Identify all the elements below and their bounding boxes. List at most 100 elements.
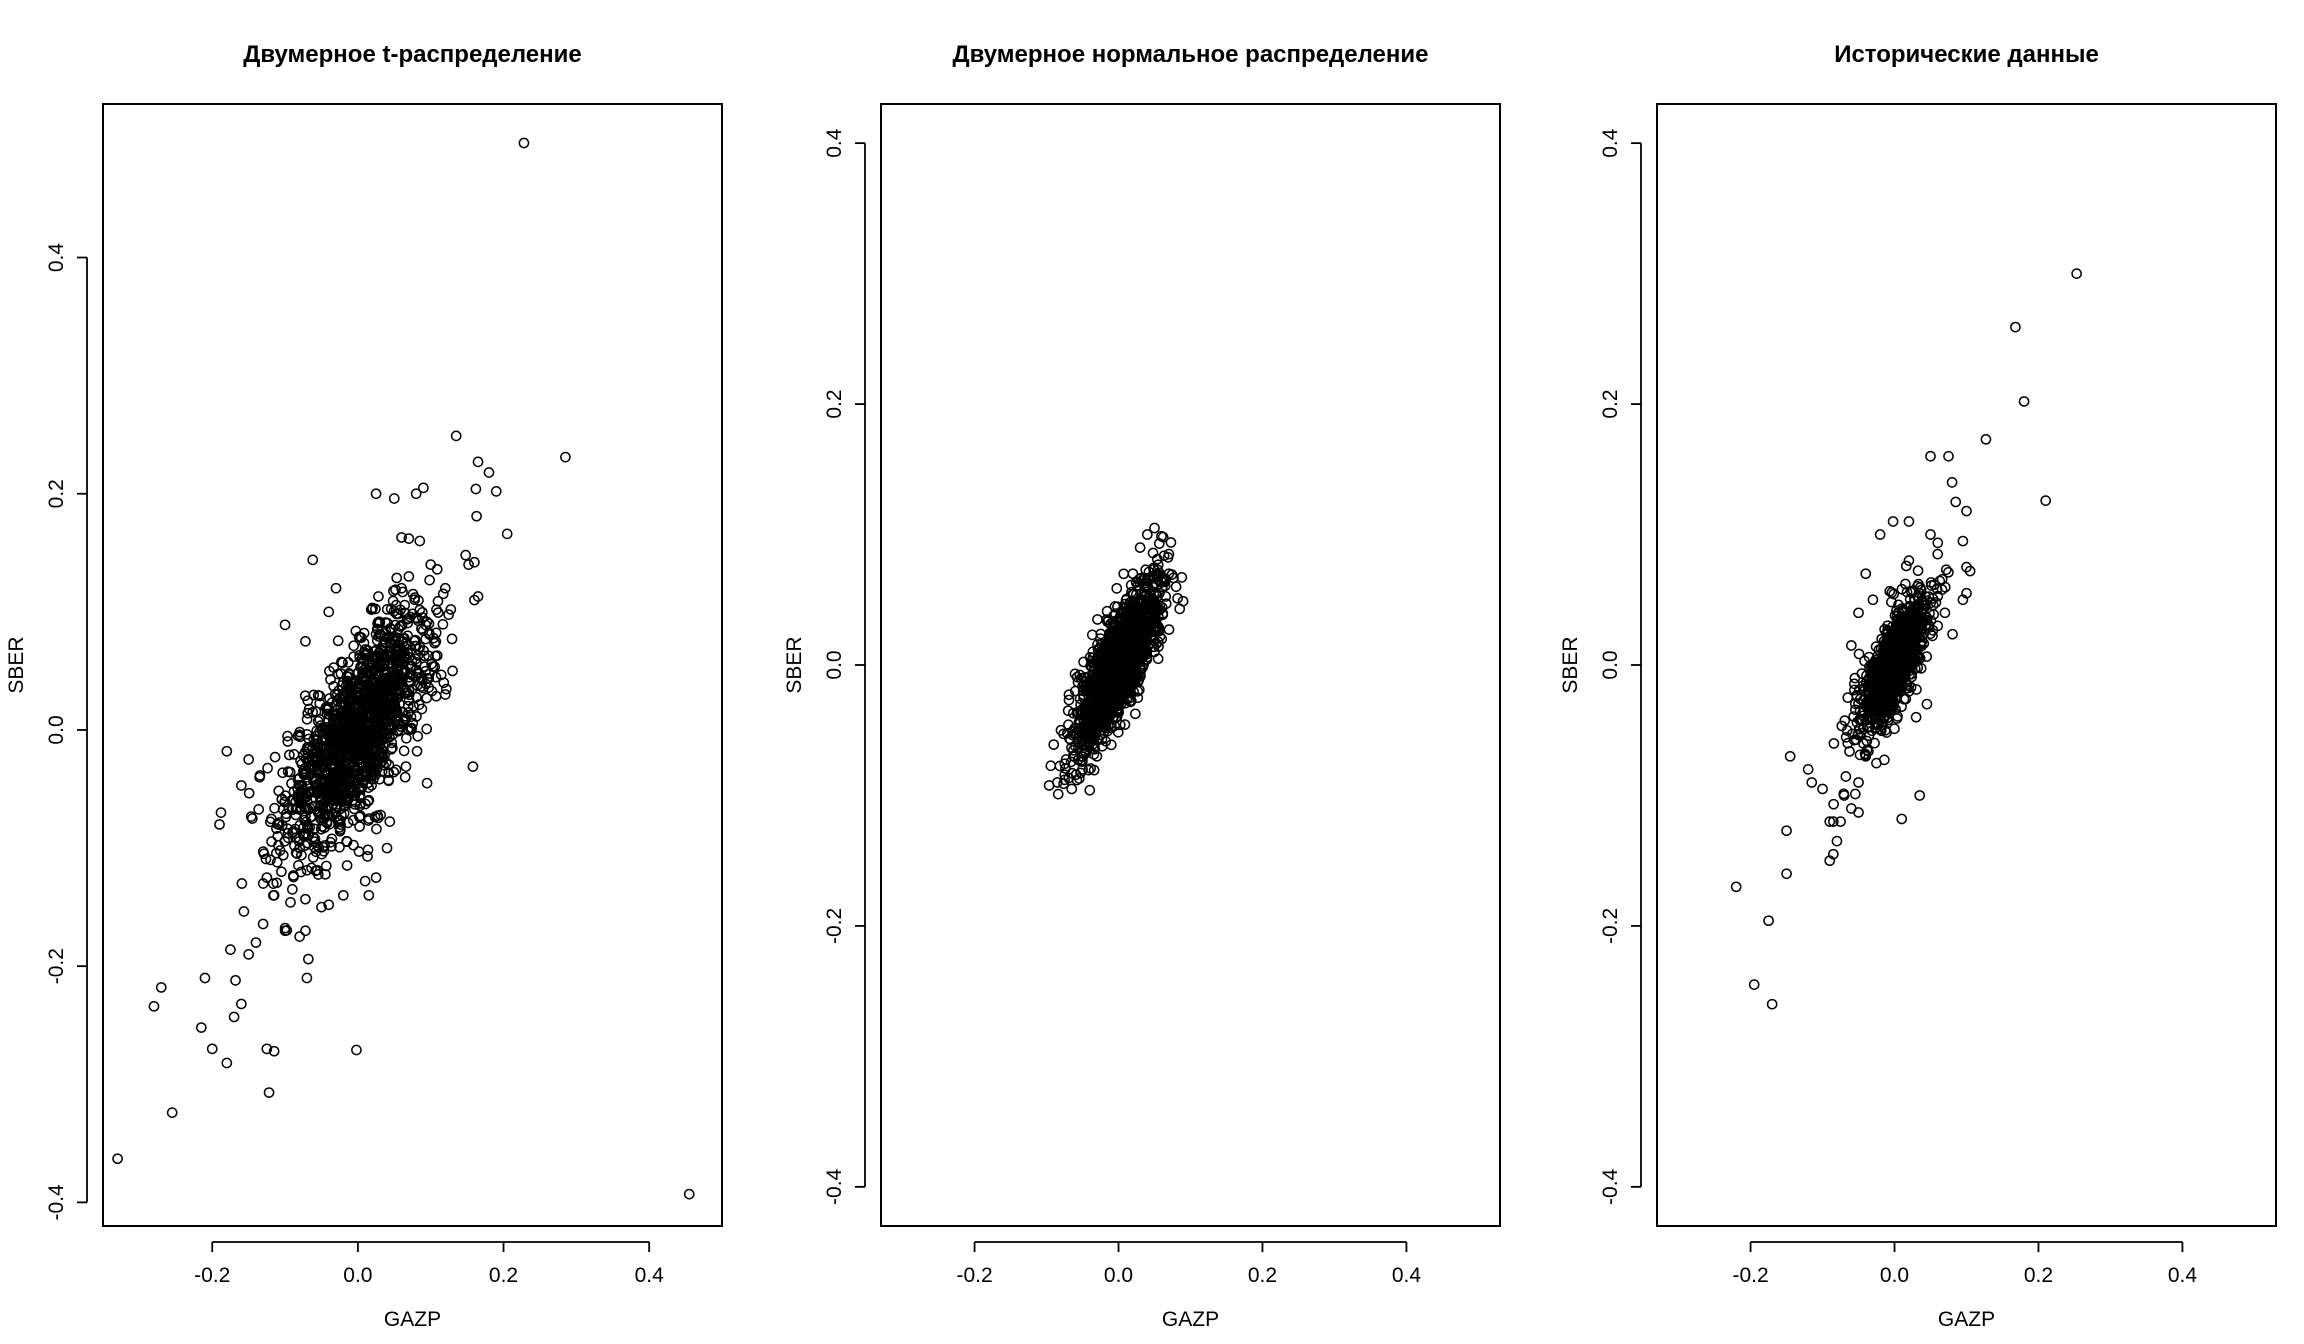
data-point (320, 860, 332, 872)
data-point (314, 742, 326, 753)
data-point (1075, 672, 1087, 684)
data-point (413, 668, 425, 679)
data-point (1940, 564, 1952, 576)
data-point (330, 582, 342, 594)
data-point (1842, 737, 1854, 749)
data-point (1109, 601, 1121, 612)
y-axis-label: SBER (1559, 636, 1582, 693)
data-point (282, 827, 294, 839)
data-point (1870, 685, 1882, 697)
data-point (470, 483, 482, 495)
scatter-points (1043, 522, 1189, 800)
data-point (374, 617, 386, 628)
data-point (1878, 643, 1889, 655)
data-point (338, 715, 349, 727)
data-point (1861, 735, 1873, 747)
data-point (1928, 579, 1940, 591)
data-point (1858, 738, 1869, 749)
data-point (238, 906, 250, 917)
data-point (334, 815, 346, 826)
data-point (431, 563, 443, 575)
data-point (236, 878, 248, 889)
data-point (400, 713, 411, 725)
data-point (1828, 738, 1840, 749)
data-point (1881, 727, 1892, 738)
data-point (1163, 624, 1175, 635)
data-point (1884, 585, 1896, 597)
data-point (262, 762, 273, 774)
data-point (1085, 763, 1096, 774)
data-point (1076, 739, 1088, 751)
data-point (1835, 816, 1846, 827)
data-point (376, 766, 388, 777)
data-point (1827, 816, 1839, 827)
x-tick-label: -0.2 (956, 1264, 992, 1287)
data-point (288, 826, 300, 837)
data-point (215, 807, 227, 818)
data-point (315, 720, 327, 732)
data-point (1877, 677, 1889, 688)
data-point (374, 662, 386, 674)
data-point (323, 606, 335, 618)
data-point (306, 811, 318, 822)
data-point (390, 631, 401, 643)
data-point (1857, 680, 1869, 692)
data-point (1058, 778, 1069, 790)
data-point (1864, 686, 1876, 698)
data-point (380, 617, 391, 628)
data-point (325, 674, 336, 685)
data-point (386, 737, 398, 749)
data-point (261, 1043, 273, 1055)
data-point (280, 808, 292, 820)
data-point (257, 918, 269, 930)
data-point (1156, 576, 1168, 588)
data-point (354, 800, 366, 812)
data-point (367, 762, 378, 774)
data-point (372, 708, 384, 719)
data-point (1932, 548, 1944, 560)
data-point (1855, 713, 1866, 725)
data-point (1896, 603, 1908, 614)
data-point (323, 754, 334, 766)
data-point (300, 925, 311, 937)
data-point (1091, 718, 1103, 729)
data-point (282, 736, 294, 747)
data-point (1838, 790, 1850, 801)
x-tick-label: 0.0 (1104, 1264, 1133, 1287)
y-tick-label: -0.4 (823, 1168, 846, 1205)
y-axis-label: SBER (783, 636, 806, 693)
data-point (371, 763, 383, 775)
data-point (471, 510, 482, 522)
data-point (390, 584, 401, 596)
data-point (392, 725, 404, 737)
chart-title: Двумерное нормальное распределение (953, 41, 1429, 68)
data-point (307, 706, 319, 718)
data-point (1909, 607, 1920, 618)
data-point (1082, 704, 1094, 716)
data-point (388, 493, 400, 504)
data-point (1096, 733, 1108, 745)
data-point (411, 745, 423, 757)
data-point (371, 823, 382, 835)
data-point (321, 742, 333, 753)
data-point (1094, 681, 1106, 693)
data-point (403, 685, 415, 696)
data-point (228, 1011, 240, 1023)
data-point (396, 532, 407, 543)
data-point (1165, 537, 1177, 548)
plot-frame (102, 103, 723, 1227)
data-point (1900, 578, 1911, 590)
data-point (418, 482, 429, 494)
data-point (1084, 784, 1096, 796)
data-point (329, 753, 341, 764)
data-point (1936, 574, 1948, 585)
data-point (1849, 788, 1861, 800)
data-point (1134, 542, 1146, 553)
data-point (1840, 771, 1852, 782)
data-point (327, 798, 339, 810)
data-point (1836, 720, 1848, 732)
data-point (1131, 651, 1143, 663)
data-point (353, 706, 365, 718)
data-point (384, 692, 396, 703)
data-point (1087, 646, 1099, 658)
